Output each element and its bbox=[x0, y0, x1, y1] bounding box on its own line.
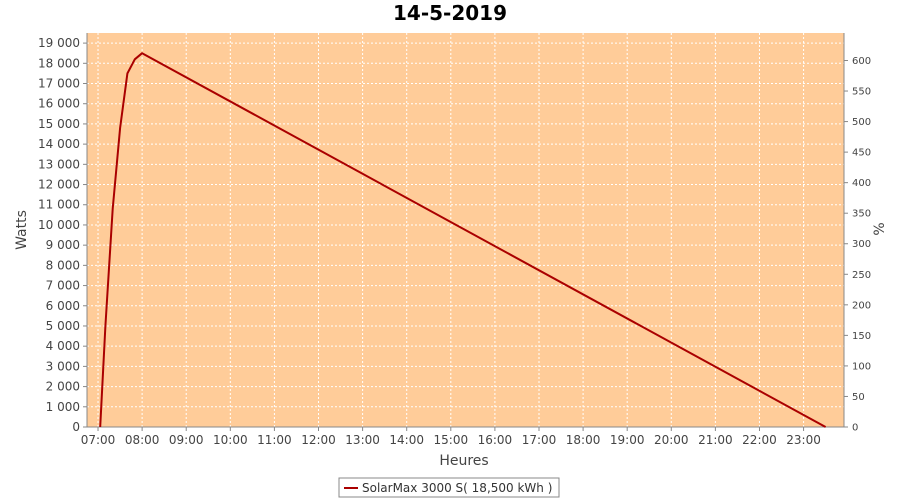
x-tick-label: 22:00 bbox=[742, 433, 777, 447]
y-tick-label: 1 000 bbox=[46, 400, 80, 414]
y2-tick-label: 550 bbox=[852, 87, 871, 98]
y-tick-label: 0 bbox=[72, 420, 80, 434]
y-tick-label: 8 000 bbox=[46, 258, 80, 272]
y2-tick-label: 400 bbox=[852, 178, 871, 189]
y-axis-title: Watts bbox=[14, 210, 30, 250]
y-tick-label: 13 000 bbox=[38, 157, 80, 171]
y-tick-label: 11 000 bbox=[38, 198, 80, 212]
y2-tick-label: 50 bbox=[852, 392, 865, 403]
x-tick-label: 17:00 bbox=[522, 433, 557, 447]
x-tick-label: 08:00 bbox=[125, 433, 160, 447]
y-tick-label: 4 000 bbox=[46, 339, 80, 353]
y-tick-label: 7 000 bbox=[46, 279, 80, 293]
y-tick-label: 14 000 bbox=[38, 137, 80, 151]
x-axis-title: Heures bbox=[439, 453, 488, 469]
x-tick-label: 07:00 bbox=[81, 433, 116, 447]
y2-axis-title: % bbox=[872, 222, 888, 235]
y2-axis-ticks: 0 50 100 150 200 250 300 350 400 450 500 550 600 bbox=[844, 56, 871, 434]
axes bbox=[86, 33, 845, 428]
series-line bbox=[99, 52, 827, 428]
series-layer bbox=[99, 52, 827, 428]
x-axis-ticks: 07:00 08:00 09:00 10:00 11:00 12:00 13:00 14:00… bbox=[81, 427, 821, 447]
x-tick-label: 11:00 bbox=[257, 433, 292, 447]
y2-tick-label: 500 bbox=[852, 117, 871, 128]
x-tick-label: 16:00 bbox=[478, 433, 513, 447]
legend: SolarMax 3000 S( 18,500 kWh ) bbox=[338, 477, 560, 498]
grid bbox=[87, 33, 844, 428]
x-tick-label: 23:00 bbox=[786, 433, 821, 447]
x-tick-label: 19:00 bbox=[610, 433, 645, 447]
y-tick-label: 16 000 bbox=[38, 97, 80, 111]
y2-tick-label: 350 bbox=[852, 209, 871, 220]
chart-title: 14-5-2019 bbox=[393, 1, 507, 25]
y2-tick-label: 450 bbox=[852, 148, 871, 159]
y-tick-label: 18 000 bbox=[38, 56, 80, 70]
y2-tick-label: 100 bbox=[852, 361, 871, 372]
x-tick-label: 15:00 bbox=[434, 433, 469, 447]
y-tick-label: 6 000 bbox=[46, 299, 80, 313]
x-tick-label: 10:00 bbox=[213, 433, 248, 447]
y-tick-label: 3 000 bbox=[46, 359, 80, 373]
y-tick-label: 17 000 bbox=[38, 77, 80, 91]
x-tick-label: 20:00 bbox=[654, 433, 689, 447]
y-tick-label: 15 000 bbox=[38, 117, 80, 131]
y2-tick-label: 250 bbox=[852, 270, 871, 281]
x-tick-label: 09:00 bbox=[169, 433, 204, 447]
y2-tick-label: 150 bbox=[852, 331, 871, 342]
x-tick-label: 12:00 bbox=[301, 433, 336, 447]
y2-tick-label: 600 bbox=[852, 56, 871, 67]
y-axis-ticks: 0 1 000 2 000 3 000 4 000 5 000 6 000 7 000 8 00… bbox=[38, 36, 87, 434]
x-tick-label: 18:00 bbox=[566, 433, 601, 447]
x-tick-label: 14:00 bbox=[389, 433, 424, 447]
x-tick-label: 13:00 bbox=[345, 433, 380, 447]
y-tick-label: 10 000 bbox=[38, 218, 80, 232]
y-tick-label: 9 000 bbox=[46, 238, 80, 252]
y2-tick-label: 0 bbox=[852, 423, 858, 434]
y2-tick-label: 300 bbox=[852, 239, 871, 250]
x-tick-label: 21:00 bbox=[698, 433, 733, 447]
y2-tick-label: 200 bbox=[852, 300, 871, 311]
y-tick-label: 5 000 bbox=[46, 319, 80, 333]
legend-box bbox=[338, 477, 560, 498]
y-tick-label: 19 000 bbox=[38, 36, 80, 50]
y-tick-label: 2 000 bbox=[46, 380, 80, 394]
legend-label: SolarMax 3000 S( 18,500 kWh ) bbox=[362, 481, 552, 495]
y-tick-label: 12 000 bbox=[38, 178, 80, 192]
